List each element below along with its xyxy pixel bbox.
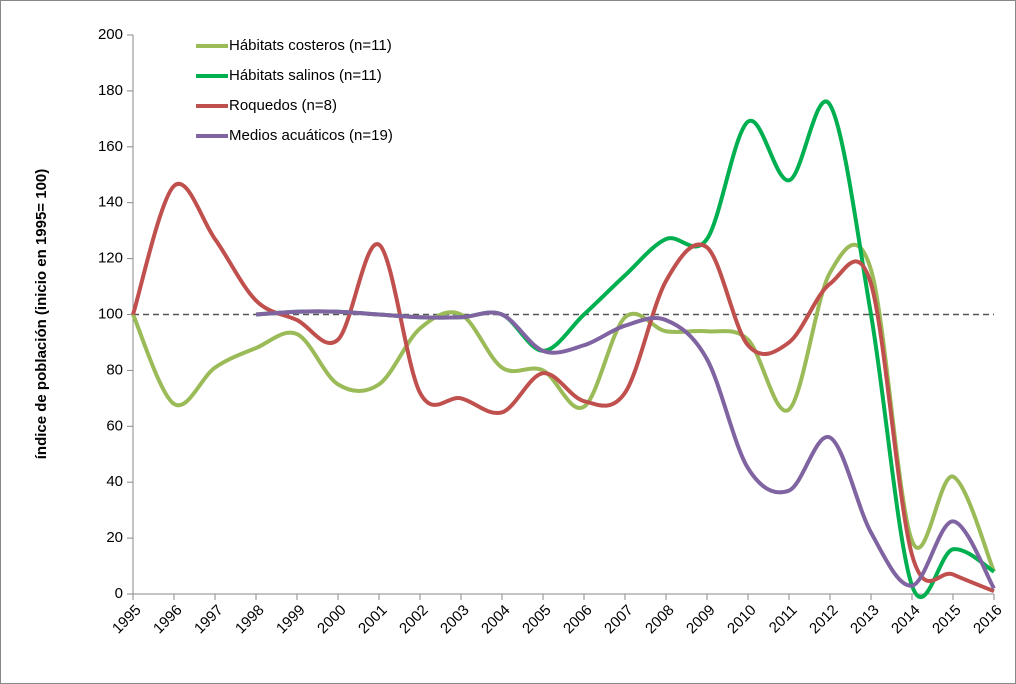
legend-label: Hábitats salinos (n=11) <box>229 67 382 84</box>
y-tick-label: 80 <box>106 361 123 378</box>
legend-label: Hábitats costeros (n=11) <box>229 37 392 54</box>
y-tick-label: 100 <box>98 305 123 322</box>
y-tick-label: 120 <box>98 250 123 267</box>
y-tick-label: 20 <box>106 529 123 546</box>
y-tick-label: 40 <box>106 473 123 490</box>
y-tick-label: 160 <box>98 138 123 155</box>
y-tick-label: 140 <box>98 194 123 211</box>
y-tick-label: 180 <box>98 82 123 99</box>
legend-label: Medios acuáticos (n=19) <box>229 127 393 144</box>
y-tick-label: 200 <box>98 26 123 43</box>
legend-label: Roquedos (n=8) <box>229 97 337 114</box>
y-tick-label: 0 <box>115 585 123 602</box>
y-axis-label: índice de población (inicio en 1995= 100… <box>33 169 50 460</box>
y-tick-label: 60 <box>106 417 123 434</box>
series-line <box>255 309 996 590</box>
